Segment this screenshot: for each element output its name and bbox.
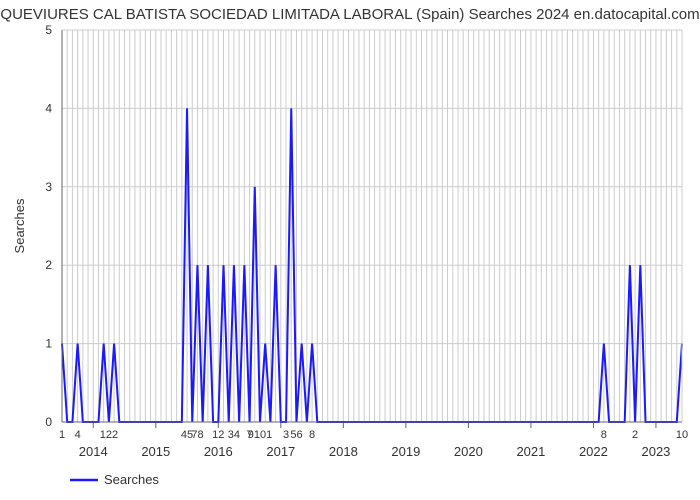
svg-text:2020: 2020 [454, 444, 483, 459]
svg-text:56: 56 [290, 429, 302, 441]
svg-text:1: 1 [45, 337, 52, 351]
svg-text:34: 34 [228, 429, 240, 441]
svg-text:2022: 2022 [579, 444, 608, 459]
plot-frame [62, 30, 682, 422]
svg-text:78: 78 [191, 429, 203, 441]
svg-text:4: 4 [75, 429, 81, 441]
legend-label: Searches [104, 472, 159, 487]
svg-text:2018: 2018 [329, 444, 358, 459]
svg-text:4: 4 [45, 101, 52, 115]
svg-text:8: 8 [309, 429, 315, 441]
svg-text:8: 8 [601, 429, 607, 441]
svg-text:2: 2 [45, 258, 52, 272]
x-axis-values: 14122457812347910135688210 [59, 429, 688, 441]
svg-text:2015: 2015 [141, 444, 170, 459]
grid [62, 30, 682, 422]
svg-text:12: 12 [212, 429, 224, 441]
svg-text:5: 5 [45, 23, 52, 37]
svg-text:0: 0 [45, 415, 52, 429]
svg-text:9101: 9101 [248, 429, 272, 441]
svg-text:1: 1 [59, 429, 65, 441]
y-axis: 0 1 2 3 4 5 [45, 23, 62, 429]
x-axis-years: 2014 2015 2016 2017 2018 2019 2020 2021 2022 2023 [79, 422, 671, 459]
svg-text:2023: 2023 [641, 444, 670, 459]
legend: Searches [70, 472, 159, 487]
svg-text:2016: 2016 [204, 444, 233, 459]
y-axis-label: Searches [12, 198, 27, 253]
svg-text:3: 3 [283, 429, 289, 441]
chart-svg: 012345 201420152016201720182019202020212… [0, 0, 700, 500]
svg-text:2019: 2019 [391, 444, 420, 459]
svg-text:3: 3 [45, 180, 52, 194]
svg-text:2: 2 [632, 429, 638, 441]
svg-text:2021: 2021 [516, 444, 545, 459]
svg-text:2017: 2017 [266, 444, 295, 459]
svg-text:122: 122 [100, 429, 118, 441]
svg-text:10: 10 [676, 429, 688, 441]
svg-text:2014: 2014 [79, 444, 108, 459]
